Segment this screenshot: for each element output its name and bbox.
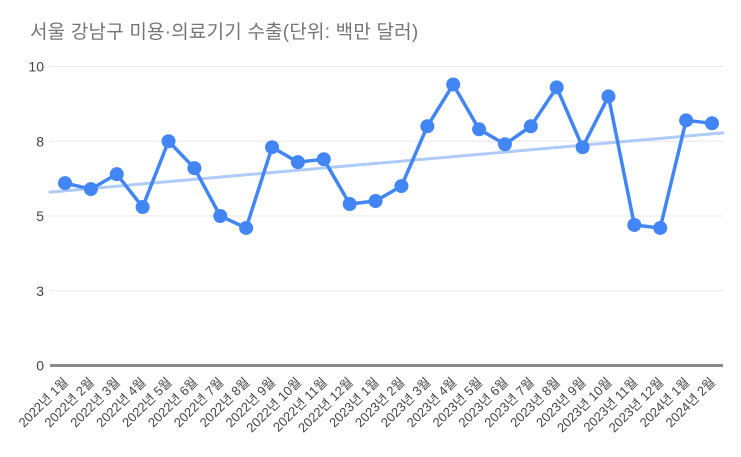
chart-title: 서울 강남구 미용·의료기기 수출(단위: 백만 달러) [30, 22, 419, 43]
data-point[interactable] [342, 197, 357, 212]
y-tick-label: 5 [36, 208, 44, 224]
data-point[interactable] [679, 113, 694, 128]
data-point[interactable] [161, 134, 176, 149]
data-point[interactable] [497, 137, 512, 152]
data-point[interactable] [472, 122, 487, 137]
data-point[interactable] [265, 140, 280, 155]
y-tick-label: 0 [36, 358, 44, 374]
data-point[interactable] [420, 119, 435, 134]
data-point[interactable] [187, 161, 202, 176]
data-point[interactable] [58, 176, 72, 191]
trendline [48, 131, 725, 194]
data-point[interactable] [523, 119, 538, 134]
data-point[interactable] [316, 152, 331, 167]
data-point[interactable] [213, 209, 228, 223]
data-point[interactable] [575, 140, 590, 155]
data-point[interactable] [705, 116, 719, 131]
data-point[interactable] [549, 80, 564, 95]
data-point[interactable] [109, 167, 124, 182]
y-tick-label: 3 [36, 283, 44, 299]
y-tick-label: 10 [28, 59, 44, 75]
data-point[interactable] [627, 217, 642, 232]
data-point[interactable] [368, 194, 383, 209]
data-series-line [63, 82, 714, 230]
data-point[interactable] [601, 89, 616, 104]
data-point[interactable] [446, 77, 461, 92]
data-point[interactable] [394, 179, 409, 194]
data-point[interactable] [239, 220, 254, 235]
data-point[interactable] [290, 155, 305, 170]
data-point[interactable] [653, 220, 668, 235]
y-tick-label: 8 [36, 133, 44, 149]
data-point[interactable] [83, 182, 98, 197]
data-point[interactable] [135, 200, 150, 215]
